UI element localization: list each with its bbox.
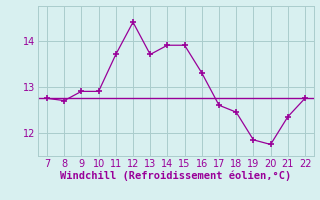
X-axis label: Windchill (Refroidissement éolien,°C): Windchill (Refroidissement éolien,°C): [60, 170, 292, 181]
